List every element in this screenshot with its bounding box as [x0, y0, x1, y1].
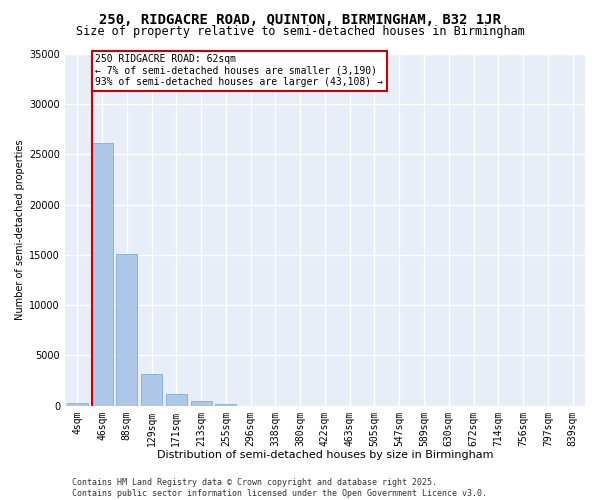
Bar: [166, 394, 187, 406]
X-axis label: Distribution of semi-detached houses by size in Birmingham: Distribution of semi-detached houses by …: [157, 450, 493, 460]
Bar: [141, 374, 162, 406]
Bar: [215, 404, 236, 406]
Y-axis label: Number of semi-detached properties: Number of semi-detached properties: [15, 140, 25, 320]
Text: 250 RIDGACRE ROAD: 62sqm
← 7% of semi-detached houses are smaller (3,190)
93% of: 250 RIDGACRE ROAD: 62sqm ← 7% of semi-de…: [95, 54, 383, 87]
Bar: [191, 401, 212, 406]
Text: Contains HM Land Registry data © Crown copyright and database right 2025.
Contai: Contains HM Land Registry data © Crown c…: [72, 478, 487, 498]
Text: 250, RIDGACRE ROAD, QUINTON, BIRMINGHAM, B32 1JR: 250, RIDGACRE ROAD, QUINTON, BIRMINGHAM,…: [99, 12, 501, 26]
Bar: [67, 402, 88, 406]
Bar: [92, 144, 113, 406]
Bar: [116, 254, 137, 406]
Text: Size of property relative to semi-detached houses in Birmingham: Size of property relative to semi-detach…: [76, 25, 524, 38]
